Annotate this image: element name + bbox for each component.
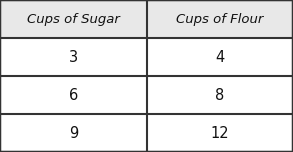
Text: 4: 4 [215, 50, 224, 64]
Bar [0, 38, 293, 76]
Text: 3: 3 [69, 50, 78, 64]
Text: Cups of Sugar: Cups of Sugar [27, 12, 120, 26]
Text: Cups of Flour: Cups of Flour [176, 12, 263, 26]
Text: 9: 9 [69, 126, 78, 140]
Text: 6: 6 [69, 88, 78, 102]
Bar [0, 0, 293, 38]
Text: 8: 8 [215, 88, 224, 102]
Text: 12: 12 [210, 126, 229, 140]
Bar [0, 114, 293, 152]
Bar [0, 76, 293, 114]
